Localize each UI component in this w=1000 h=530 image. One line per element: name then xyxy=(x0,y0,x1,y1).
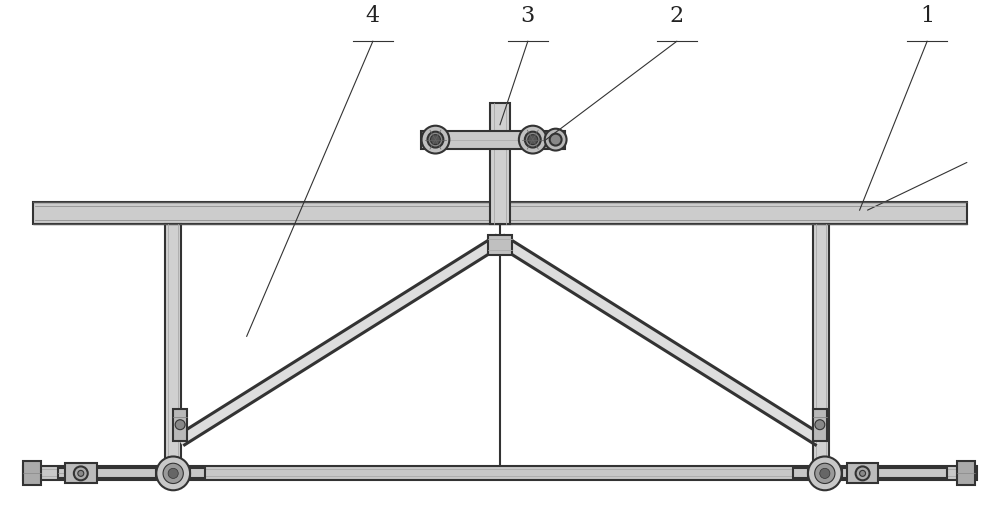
Polygon shape xyxy=(177,235,503,446)
Bar xyxy=(173,409,187,440)
Bar xyxy=(421,131,565,148)
Circle shape xyxy=(856,466,870,480)
Bar xyxy=(842,469,947,479)
Circle shape xyxy=(550,134,562,146)
Bar xyxy=(488,235,512,255)
Circle shape xyxy=(427,131,443,147)
Circle shape xyxy=(525,131,541,147)
Bar xyxy=(23,462,41,485)
Bar xyxy=(58,469,156,479)
Circle shape xyxy=(519,126,547,154)
Bar xyxy=(793,469,808,479)
Text: 3: 3 xyxy=(521,5,535,28)
Circle shape xyxy=(815,463,835,483)
Bar xyxy=(490,103,510,224)
Circle shape xyxy=(78,471,84,476)
Bar xyxy=(65,463,97,483)
Bar xyxy=(33,202,967,224)
Bar xyxy=(813,224,829,466)
Circle shape xyxy=(860,471,866,476)
Bar xyxy=(813,409,827,440)
Circle shape xyxy=(74,466,88,480)
Text: 1: 1 xyxy=(920,5,934,28)
Circle shape xyxy=(808,456,842,490)
Bar xyxy=(190,469,205,479)
Circle shape xyxy=(545,129,567,151)
Polygon shape xyxy=(497,235,823,446)
Bar xyxy=(957,462,975,485)
Circle shape xyxy=(815,420,825,430)
Circle shape xyxy=(163,463,183,483)
Circle shape xyxy=(528,135,538,145)
Text: 4: 4 xyxy=(366,5,380,28)
Circle shape xyxy=(156,456,190,490)
Circle shape xyxy=(422,126,449,154)
Circle shape xyxy=(430,135,440,145)
Bar xyxy=(165,224,181,466)
Bar xyxy=(847,463,878,483)
Circle shape xyxy=(168,469,178,479)
Text: 2: 2 xyxy=(670,5,684,28)
Circle shape xyxy=(175,420,185,430)
Circle shape xyxy=(820,469,830,479)
Bar xyxy=(23,466,977,480)
